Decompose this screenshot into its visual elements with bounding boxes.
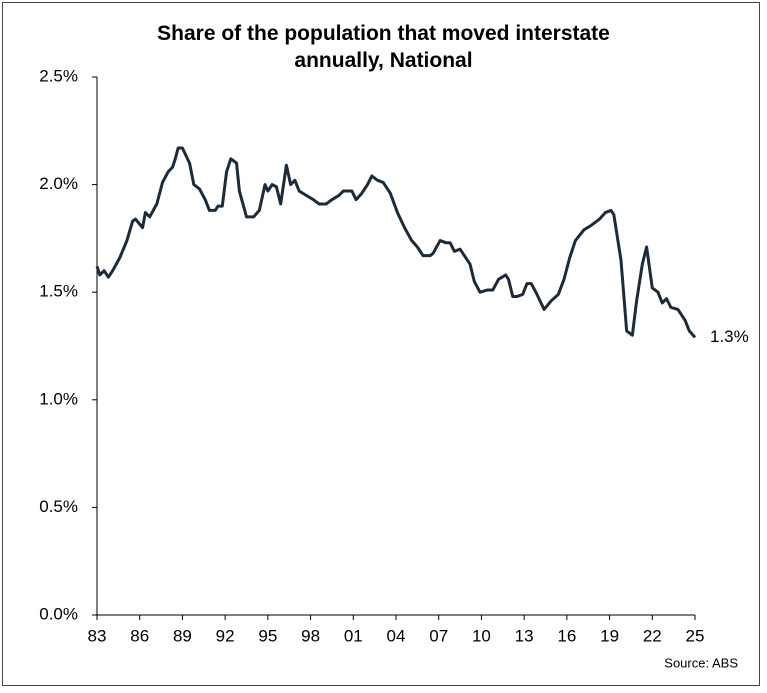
x-tick-label: 89 (173, 626, 192, 645)
x-tick-label: 01 (344, 626, 363, 645)
x-tick-label: 92 (216, 626, 235, 645)
series-line (95, 146, 697, 339)
frame (2, 2, 760, 686)
y-tick-label: 1.5% (39, 282, 78, 301)
x-tick-label: 83 (88, 626, 107, 645)
title-wrap: Share of the population that moved inter… (0, 20, 767, 74)
chart-title: Share of the population that moved inter… (157, 22, 610, 72)
x-tick-label: 04 (387, 626, 406, 645)
x-tick-label: 25 (686, 626, 705, 645)
y-tick-label: 2.0% (39, 174, 78, 193)
source: Source: ABS (664, 655, 738, 670)
x-tick-label: 22 (643, 626, 662, 645)
y-tick-label: 2.5% (39, 66, 78, 85)
x-tick-label: 13 (515, 626, 534, 645)
x-tick-label: 07 (429, 626, 448, 645)
x-tick-label: 95 (258, 626, 277, 645)
x-tick-label: 10 (472, 626, 491, 645)
x-tick-label: 16 (557, 626, 576, 645)
y-tick-label: 0.5% (39, 497, 78, 516)
end-label: 1.3% (710, 327, 749, 346)
x-tick-label: 19 (600, 626, 619, 645)
x-tick-label: 86 (130, 626, 149, 645)
y-tick-label: 0.0% (39, 604, 78, 623)
y-tick-label: 1.0% (39, 389, 78, 408)
x-tick-label: 98 (301, 626, 320, 645)
